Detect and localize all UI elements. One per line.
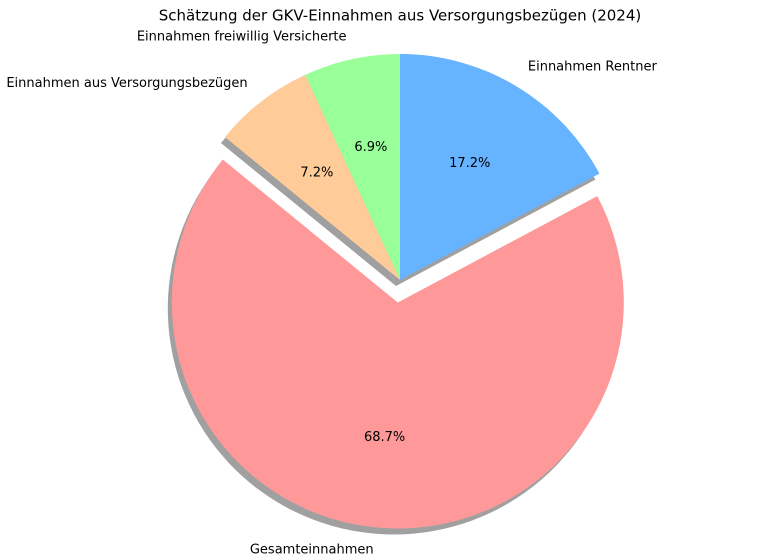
chart-title: Schätzung der GKV-Einnahmen aus Versorgu…	[159, 7, 642, 25]
pie-slice	[171, 159, 624, 529]
value-label: 7.2%	[300, 165, 333, 180]
value-label: 17.2%	[449, 156, 490, 171]
value-label: 68.7%	[364, 430, 405, 445]
slice-label: Einnahmen Rentner	[528, 59, 658, 74]
value-label: 6.9%	[354, 140, 387, 155]
slice-label: Einnahmen freiwillig Versicherte	[137, 30, 347, 45]
pie-slice	[400, 54, 600, 280]
slice-label: Gesamteinnahmen	[250, 542, 374, 557]
pie-slice	[305, 54, 400, 280]
pie-slice	[224, 74, 400, 280]
slice-label: Einnahmen aus Versorgungsbezügen	[6, 76, 247, 91]
